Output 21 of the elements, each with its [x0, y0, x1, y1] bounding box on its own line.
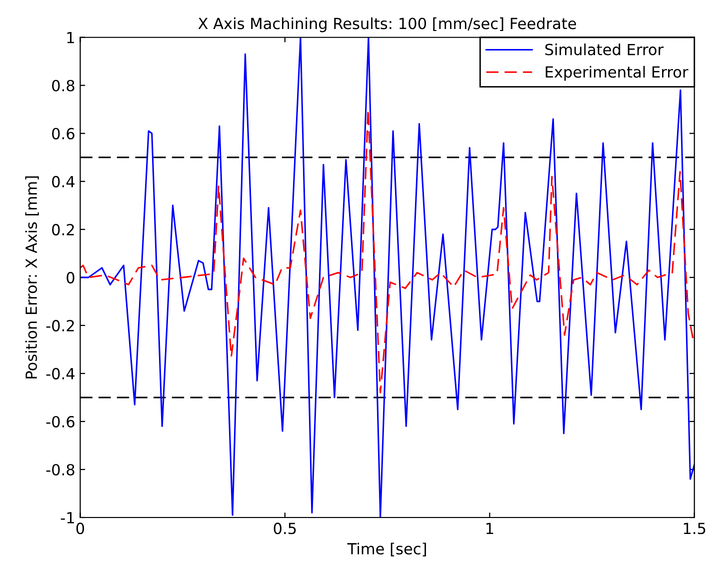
y-tick-label: 0.8: [52, 80, 74, 92]
x-tick-label: 0.5: [274, 522, 296, 534]
y-tick-label: 0.6: [52, 128, 74, 140]
y-axis-title: Position Error: X Axis [mm]: [25, 176, 39, 378]
chart-title: X Axis Machining Results: 100 [mm/sec] Feedrate: [198, 17, 576, 32]
y-tick-label: 0.2: [52, 224, 74, 236]
y-tick-label: 1: [67, 32, 74, 44]
y-tick-label: -1: [60, 512, 74, 524]
y-tick-label: -0.6: [46, 416, 74, 428]
legend-label: Simulated Error: [545, 43, 664, 56]
legend-label: Experimental Error: [546, 66, 688, 81]
y-tick-label: -0.2: [46, 320, 74, 332]
x-tick-label: 1.5: [684, 522, 706, 534]
y-tick-label: 0.4: [52, 176, 75, 188]
x-tick-label: 0: [76, 522, 84, 534]
y-tick-label: -0.8: [46, 464, 74, 476]
x-tick-label: 1: [486, 522, 494, 534]
y-tick-label: -0.4: [46, 368, 75, 380]
x-axis-title: Time [sec]: [347, 542, 426, 556]
line-series: [80, 37, 694, 518]
y-tick-label: 0: [66, 272, 74, 284]
